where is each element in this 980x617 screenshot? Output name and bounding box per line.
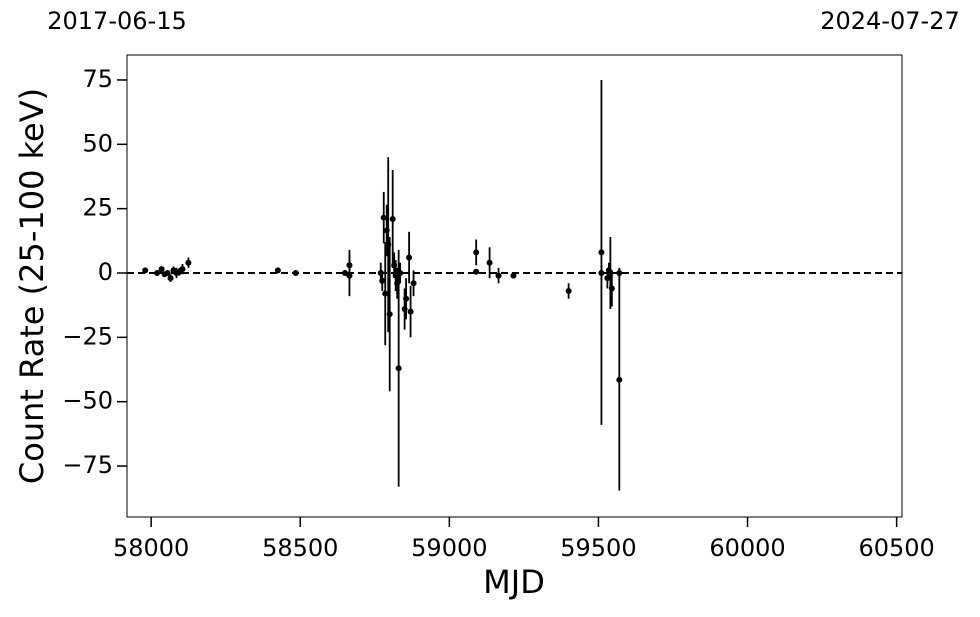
y-tick-label: 50 (82, 129, 113, 157)
data-point (158, 266, 165, 273)
top-tick-label: 2024-07-27 (820, 7, 959, 35)
data-point (389, 215, 396, 222)
x-tick-label: 58000 (113, 534, 189, 562)
data-point (406, 254, 413, 261)
data-point (486, 259, 493, 266)
x-tick-label: 60500 (858, 534, 934, 562)
data-point (292, 270, 299, 277)
plot-frame (126, 54, 903, 518)
data-point (395, 365, 402, 372)
data-point (274, 267, 281, 274)
data-point (616, 376, 623, 383)
data-point (407, 308, 414, 315)
data-point (397, 270, 404, 277)
data-point (185, 259, 192, 266)
data-point (616, 270, 623, 277)
data-point (495, 272, 502, 279)
y-axis-label: Count Rate (25-100 keV) (13, 88, 51, 484)
data-point (403, 295, 410, 302)
data-point (164, 270, 171, 277)
data-point (598, 249, 605, 256)
data-point (341, 270, 348, 277)
data-point (179, 266, 186, 273)
data-point (473, 268, 480, 275)
y-tick-label: −50 (62, 387, 113, 415)
data-point (346, 272, 353, 279)
data-point (510, 272, 517, 279)
x-tick-label: 59000 (411, 534, 487, 562)
x-tick-label: 60000 (709, 534, 785, 562)
data-point (473, 249, 480, 256)
data-point (565, 288, 572, 295)
top-tick-label: 2017-06-15 (47, 7, 186, 35)
data-point (410, 280, 417, 287)
y-tick-label: 0 (98, 258, 113, 286)
data-point (608, 285, 615, 292)
data-point (167, 275, 174, 282)
data-point (386, 311, 393, 318)
x-axis-label: MJD (483, 563, 545, 601)
y-tick-label: 75 (82, 65, 113, 93)
data-point (380, 214, 387, 221)
data-point (382, 290, 389, 297)
data-point (379, 277, 386, 284)
y-tick-label: −25 (62, 322, 113, 350)
data-point (142, 267, 149, 274)
y-tick-label: −75 (62, 451, 113, 479)
data-point (598, 270, 605, 277)
x-tick-label: 59500 (560, 534, 636, 562)
x-tick-label: 58500 (262, 534, 338, 562)
data-point (154, 270, 161, 277)
y-tick-label: 25 (82, 194, 113, 222)
